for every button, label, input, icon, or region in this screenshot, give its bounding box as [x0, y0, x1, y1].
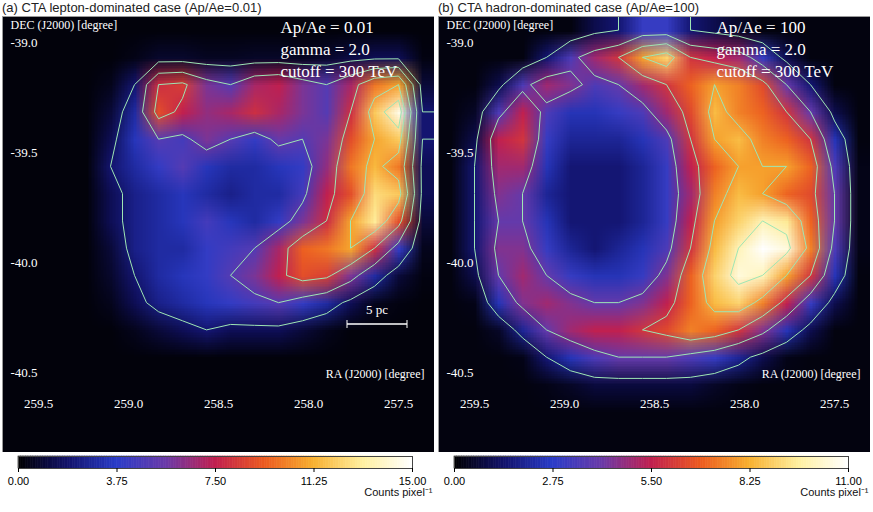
svg-text:Counts pixel⁻¹: Counts pixel⁻¹	[364, 486, 433, 498]
svg-text:cutoff = 300 TeV: cutoff = 300 TeV	[281, 62, 399, 81]
svg-text:258.0: 258.0	[730, 396, 759, 411]
svg-text:gamma = 2.0: gamma = 2.0	[717, 40, 806, 59]
svg-text:0.00: 0.00	[8, 475, 29, 487]
svg-text:258.5: 258.5	[640, 396, 669, 411]
svg-text:3.75: 3.75	[106, 475, 127, 487]
svg-text:-39.0: -39.0	[11, 35, 38, 50]
svg-text:15.00: 15.00	[398, 475, 427, 488]
svg-text:cutoff = 300 TeV: cutoff = 300 TeV	[717, 62, 835, 81]
svg-text:-39.5: -39.5	[11, 145, 38, 160]
svg-text:7.50: 7.50	[205, 475, 226, 487]
svg-text:259.5: 259.5	[460, 396, 489, 411]
svg-text:11.00: 11.00	[835, 475, 862, 488]
svg-text:258.0: 258.0	[294, 396, 323, 411]
svg-text:-40.0: -40.0	[11, 255, 38, 270]
svg-text:257.5: 257.5	[820, 396, 849, 411]
svg-text:259.5: 259.5	[24, 396, 53, 411]
svg-text:DEC (J2000) [degree]: DEC (J2000) [degree]	[11, 18, 118, 32]
svg-text:2.75: 2.75	[542, 475, 563, 487]
svg-text:258.5: 258.5	[204, 396, 233, 411]
html-text:(a) CTA lepton-dominated case: (a) CTA lepton-dominated case (Ap/Ae=0.0…	[2, 0, 262, 15]
svg-text:8.25: 8.25	[739, 475, 760, 487]
svg-text:DEC (J2000) [degree]: DEC (J2000) [degree]	[447, 18, 554, 32]
svg-text:257.5: 257.5	[384, 396, 413, 411]
svg-text:-39.5: -39.5	[447, 145, 474, 160]
svg-text:-39.0: -39.0	[447, 35, 474, 50]
svg-text:gamma = 2.0: gamma = 2.0	[281, 40, 370, 59]
svg-text:11.25: 11.25	[301, 475, 328, 487]
svg-text:-40.0: -40.0	[447, 255, 474, 270]
svg-text:RA (J2000) [degree]: RA (J2000) [degree]	[762, 367, 861, 381]
svg-text:5 pc: 5 pc	[366, 302, 388, 317]
svg-text:0.00: 0.00	[444, 475, 465, 487]
svg-text:Ap/Ae = 100: Ap/Ae = 100	[717, 18, 806, 37]
svg-text:-40.5: -40.5	[447, 365, 474, 380]
svg-text:5.50: 5.50	[641, 475, 662, 487]
svg-text:RA (J2000) [degree]: RA (J2000) [degree]	[326, 367, 425, 381]
svg-text:259.0: 259.0	[550, 396, 579, 411]
svg-text:Ap/Ae = 0.01: Ap/Ae = 0.01	[281, 18, 374, 37]
svg-text:Counts pixel⁻¹: Counts pixel⁻¹	[800, 486, 869, 498]
svg-text:259.0: 259.0	[114, 396, 143, 411]
svg-text:-40.5: -40.5	[11, 365, 38, 380]
html-text:(b) CTA hadron-dominated case: (b) CTA hadron-dominated case (Ap/Ae=100…	[438, 0, 699, 15]
